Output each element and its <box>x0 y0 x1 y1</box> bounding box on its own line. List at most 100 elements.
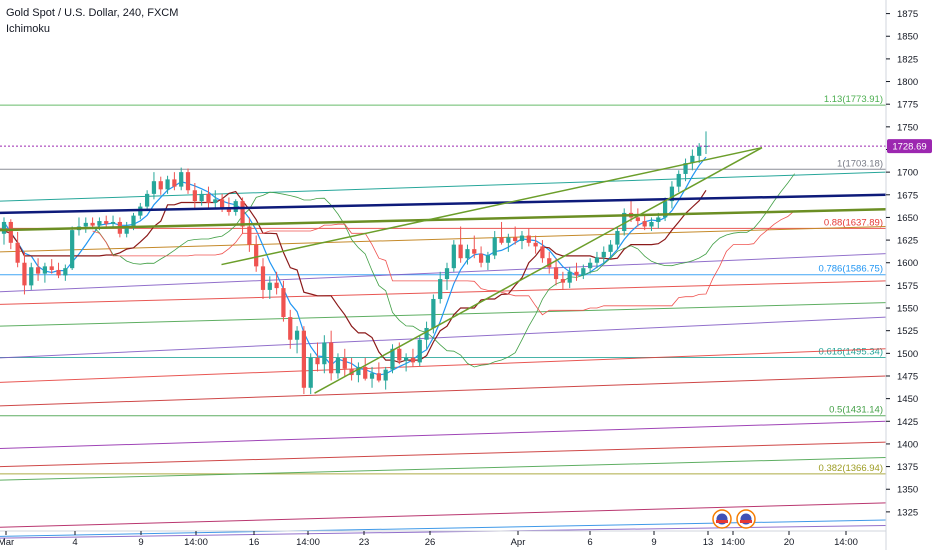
candle-body <box>294 330 300 340</box>
candle-body <box>594 257 600 263</box>
candle-body <box>506 237 511 243</box>
price-tick-label: 1625 <box>897 236 918 247</box>
candle-body <box>90 222 95 226</box>
candle-body <box>369 373 375 379</box>
candle-body <box>635 217 640 222</box>
candle-body <box>342 357 347 369</box>
candle-body <box>199 193 204 202</box>
ichimoku-lines <box>3 156 795 376</box>
event-flag-stripe <box>740 520 752 523</box>
candle-body <box>383 369 388 381</box>
price-tick-label: 1550 <box>897 304 918 315</box>
price-tick-label: 1875 <box>897 9 918 20</box>
candle-body <box>690 155 695 164</box>
candle-body <box>547 258 552 268</box>
fib-level-label: 0.382(1366.94) <box>819 463 883 474</box>
candle-body <box>458 244 463 259</box>
candle-body <box>192 190 197 202</box>
candle-body <box>499 237 504 243</box>
time-tick-label: 14:00 <box>184 537 208 548</box>
candle-body <box>254 244 259 267</box>
candle-body <box>185 172 191 191</box>
price-tick-label: 1350 <box>897 485 918 496</box>
candle-body <box>519 235 525 241</box>
event-flag-stripe <box>716 520 728 523</box>
chart-legend: Gold Spot / U.S. Dollar, 240, FXCM Ichim… <box>6 5 178 37</box>
price-tick-label: 1475 <box>897 371 918 382</box>
candle-body <box>247 226 252 245</box>
indicator-label[interactable]: Ichimoku <box>6 23 51 35</box>
candle-body <box>226 208 232 212</box>
candle-body <box>329 342 334 374</box>
candle-body <box>697 146 702 156</box>
candle-body <box>131 215 136 227</box>
price-tick-label: 1425 <box>897 417 918 428</box>
price-tick-label: 1525 <box>897 326 918 337</box>
candle-body <box>15 242 20 263</box>
candle-body <box>274 282 279 289</box>
candle-body <box>683 163 688 174</box>
candle-body <box>540 246 545 259</box>
candle-body <box>63 268 68 276</box>
candle-body <box>669 186 675 202</box>
candle-body <box>70 230 75 269</box>
candle-body <box>485 255 491 263</box>
channel-line <box>0 375 887 407</box>
time-tick-label: 14:00 <box>296 537 320 548</box>
candle-body <box>560 279 565 283</box>
candle-body <box>397 348 402 361</box>
time-tick-label: 14:00 <box>834 537 858 548</box>
candle-body <box>478 253 484 263</box>
candle-body <box>42 266 48 274</box>
candle-body <box>267 282 272 290</box>
candle-body <box>363 366 368 379</box>
candle-body <box>417 339 422 363</box>
candle-body <box>676 173 681 187</box>
trend-line-olive <box>0 208 887 232</box>
candle-body <box>233 201 238 212</box>
candle-body <box>465 249 470 259</box>
channel-line <box>0 502 887 528</box>
candle-body <box>444 268 450 280</box>
candle-body <box>213 199 218 203</box>
candle-body <box>662 201 668 218</box>
symbol-title[interactable]: Gold Spot / U.S. Dollar, 240, FXCM <box>6 7 179 19</box>
price-tick-label: 1600 <box>897 258 918 269</box>
event-flag-icon <box>736 509 756 529</box>
channel-line <box>0 524 887 539</box>
fib-level-label: 0.786(1586.75) <box>819 264 883 275</box>
candle-body <box>158 181 163 190</box>
time-tick-label: 9 <box>651 537 656 548</box>
price-axis[interactable]: 1875185018251800177517501725170016751650… <box>885 0 932 550</box>
trend-lines[interactable] <box>0 145 887 394</box>
price-tick-label: 1500 <box>897 349 918 360</box>
candle-body <box>301 330 306 388</box>
time-tick-label: 20 <box>784 537 795 548</box>
last-price-tag <box>887 139 932 154</box>
candle-body <box>145 193 150 207</box>
price-tick-label: 1450 <box>897 394 918 405</box>
candle-body <box>601 251 606 258</box>
candle-body <box>288 317 293 340</box>
candle-body <box>49 266 54 270</box>
candle-body <box>56 269 61 276</box>
candle-body <box>567 271 572 283</box>
candle-body <box>172 179 177 187</box>
candle-body <box>165 179 170 190</box>
candle-body <box>574 271 579 276</box>
candle-body <box>151 181 157 194</box>
candle-body <box>533 242 538 247</box>
price-tick-label: 1750 <box>897 122 918 133</box>
candle-body <box>1 221 7 234</box>
time-axis[interactable]: Mar 4 9 14:00 16 14:00 23 26 Apr 6 9 13 14:00 20 14:00 <box>0 509 886 548</box>
channel-line <box>0 225 887 253</box>
candle-body <box>83 222 88 227</box>
price-tick-label: 1675 <box>897 190 918 201</box>
senkou-span-a <box>92 173 795 368</box>
candle-body <box>431 298 436 328</box>
candle-body <box>104 221 109 224</box>
candle-body <box>219 199 225 209</box>
candle-body <box>29 267 34 286</box>
